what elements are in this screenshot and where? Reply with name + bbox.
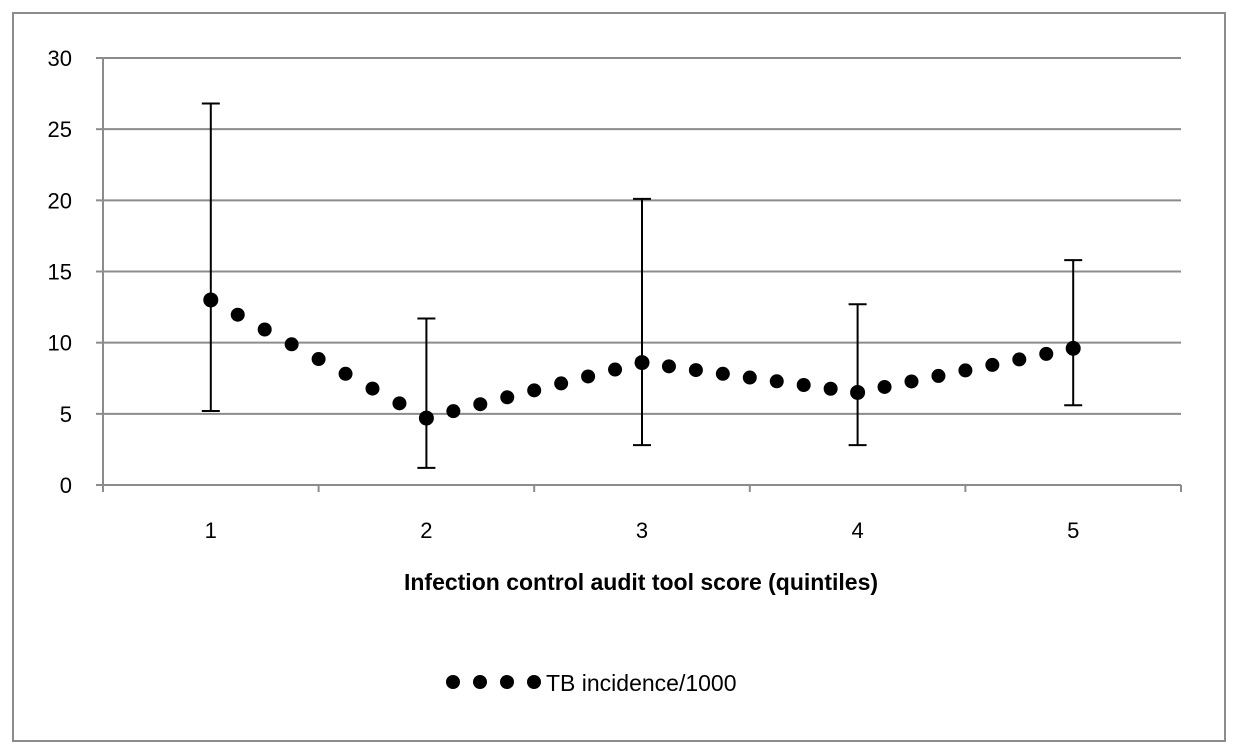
line-dot	[931, 368, 946, 383]
legend-marker	[473, 675, 487, 689]
line-dot	[1012, 352, 1027, 367]
line-dot	[608, 362, 623, 377]
error-bar	[1064, 259, 1083, 407]
error-bar	[633, 197, 651, 447]
line-dot	[958, 363, 973, 378]
x-tick-label: 4	[851, 518, 863, 543]
line-dot	[904, 374, 919, 389]
line-dot	[311, 352, 326, 367]
x-tick-label: 3	[636, 518, 648, 543]
legend-label: TB incidence/1000	[546, 670, 737, 696]
line-dot	[796, 378, 811, 393]
x-tick-label: 2	[420, 518, 432, 543]
line-dot	[715, 366, 730, 381]
line-dot	[769, 374, 784, 389]
line-dot	[473, 397, 488, 412]
y-tick-label: 5	[60, 402, 72, 427]
chart-frame	[12, 12, 1226, 742]
axes	[96, 57, 1182, 492]
line-dot	[742, 370, 757, 385]
x-axis-title: Infection control audit tool score (quin…	[404, 569, 878, 595]
data-point	[634, 355, 650, 371]
line-dot	[688, 363, 703, 378]
legend: TB incidence/1000	[446, 670, 737, 696]
line-dot	[1039, 346, 1054, 361]
series-dots	[203, 292, 1081, 426]
line-dot	[338, 366, 353, 381]
line-dot	[554, 376, 569, 391]
line-dot	[527, 383, 542, 398]
legend-marker	[446, 675, 460, 689]
legend-marker	[527, 675, 541, 689]
line-dot	[257, 322, 272, 337]
gridlines	[103, 57, 1181, 415]
data-point	[418, 410, 434, 426]
error-bar	[848, 303, 867, 447]
error-bar	[417, 317, 436, 469]
line-dot	[230, 307, 245, 322]
data-point	[850, 384, 866, 400]
legend-marker	[500, 675, 514, 689]
y-tick-label: 15	[48, 260, 72, 285]
error-bar	[201, 102, 220, 412]
line-dot	[446, 404, 461, 419]
y-tick-labels: 0 5 10 15 20 25 30	[48, 46, 72, 498]
data-point	[1065, 340, 1081, 356]
line-dot	[877, 379, 892, 394]
line-dot	[823, 381, 838, 396]
line-dot	[581, 369, 596, 384]
line-dot	[284, 337, 299, 352]
line-dot	[661, 359, 676, 374]
line-dot	[985, 357, 1000, 372]
data-point	[203, 292, 219, 308]
y-tick-label: 10	[48, 331, 72, 356]
line-dot	[500, 390, 515, 405]
line-dot	[365, 381, 380, 396]
line-dot	[392, 396, 407, 411]
y-tick-label: 30	[48, 46, 72, 71]
y-tick-label: 0	[60, 473, 72, 498]
y-tick-label: 20	[48, 188, 72, 213]
y-tick-label: 25	[48, 117, 72, 142]
error-bars	[201, 102, 1083, 469]
x-tick-label: 5	[1067, 518, 1079, 543]
x-tick-labels: 1 2 3 4 5	[205, 518, 1080, 543]
x-tick-label: 1	[205, 518, 217, 543]
